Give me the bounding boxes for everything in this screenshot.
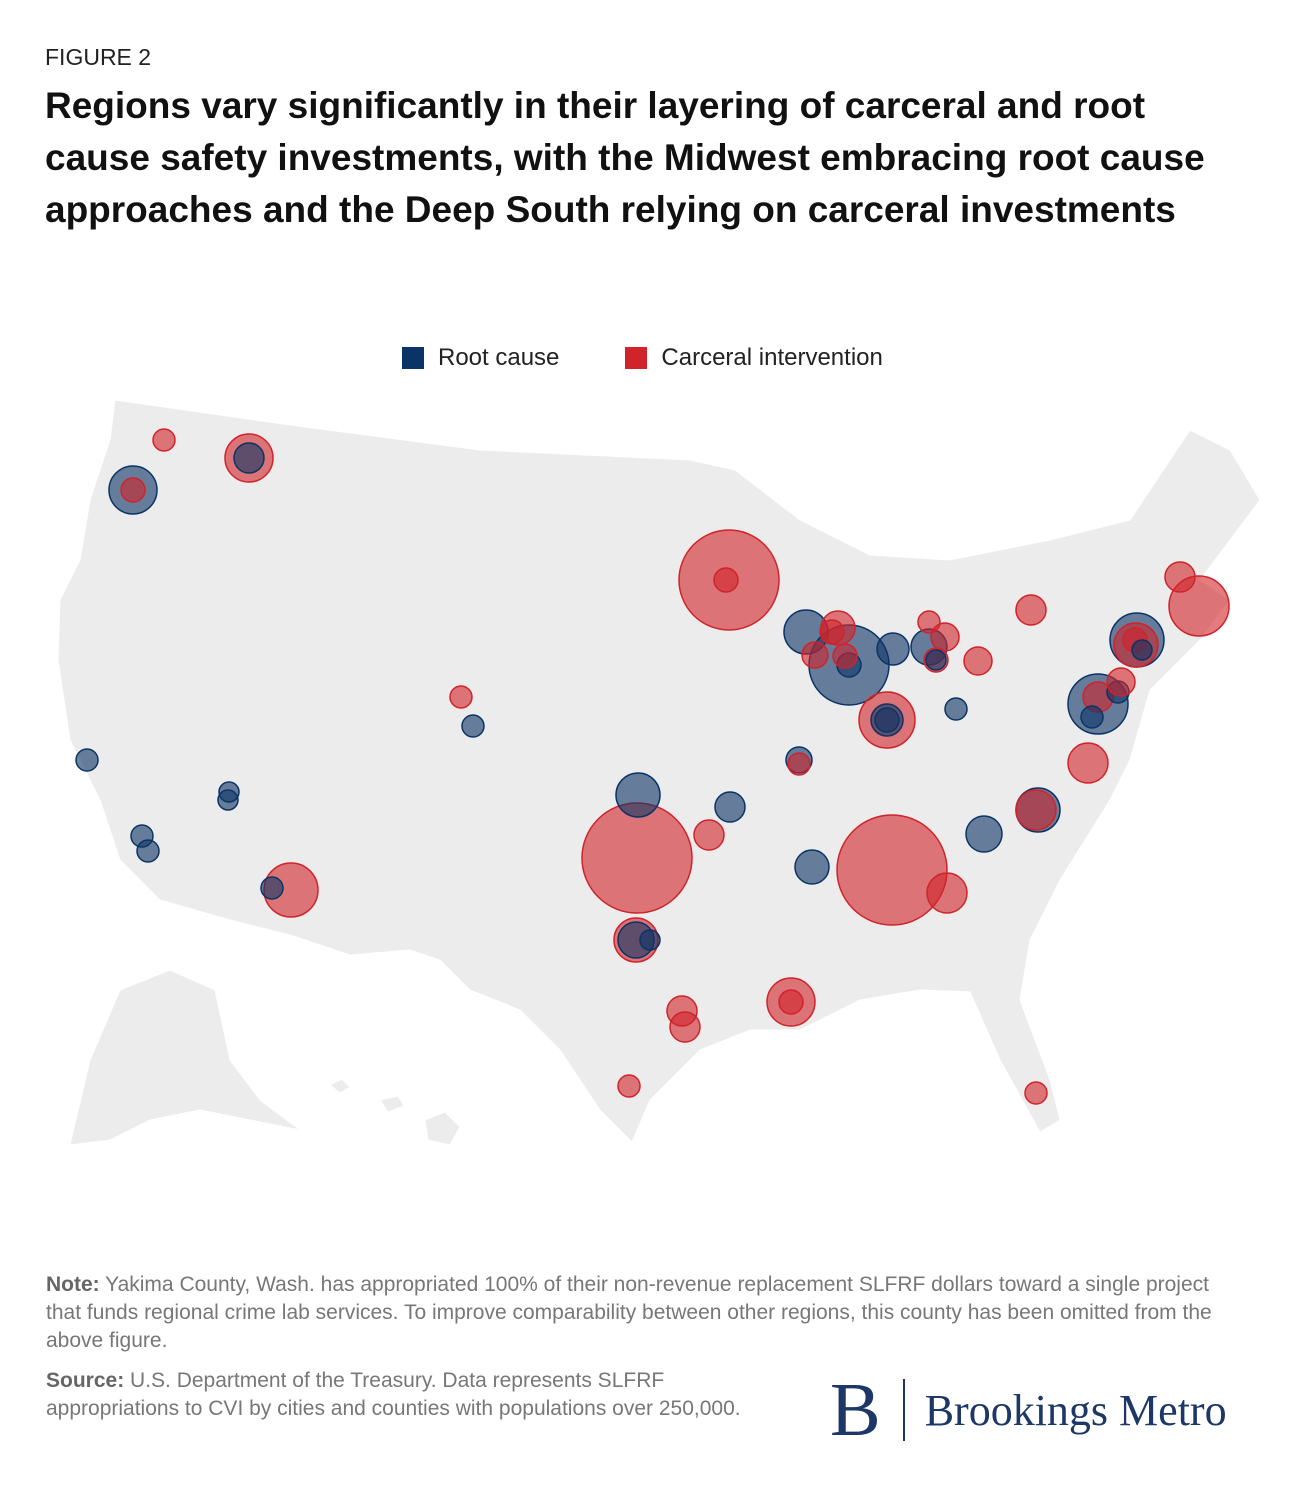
bubble (260, 876, 284, 900)
source: Source: U.S. Department of the Treasury.… (46, 1367, 746, 1423)
bubble (1106, 667, 1136, 697)
bubble (217, 789, 239, 811)
bubble (581, 802, 693, 914)
alaska (69, 969, 301, 1146)
bubble (136, 839, 160, 863)
bubble (819, 619, 845, 645)
note-label: Note: (46, 1273, 100, 1296)
note-text: Yakima County, Wash. has appropriated 10… (46, 1273, 1212, 1352)
logo-separator (902, 1379, 905, 1441)
bubble (965, 815, 1003, 853)
hawaii (329, 1078, 461, 1146)
bubble (925, 649, 947, 671)
logo-text: Brookings Metro (924, 1385, 1227, 1435)
bubble (801, 641, 829, 669)
bubble (75, 748, 99, 772)
bubble (1080, 705, 1104, 729)
bubble (794, 849, 830, 885)
bubble (917, 610, 941, 634)
bubble (944, 697, 968, 721)
bubble (876, 632, 910, 666)
logo-mark: B (830, 1368, 881, 1452)
bubble (713, 567, 739, 593)
land (57, 399, 1261, 1146)
bubble (787, 752, 811, 776)
bubble (615, 772, 661, 818)
legend-swatch (402, 347, 424, 369)
bubble (778, 989, 804, 1015)
us-mainland (57, 399, 1261, 1143)
legend-item: Carceral intervention (625, 344, 883, 372)
bubble (874, 707, 900, 733)
legend-swatch (625, 347, 648, 369)
bubble (1131, 639, 1153, 661)
title: Regions vary significantly in their laye… (45, 85, 1205, 230)
bubble (639, 929, 661, 951)
map (57, 399, 1261, 1146)
bubble (963, 646, 993, 676)
legend-item: Root cause (402, 344, 559, 372)
bubbles (75, 428, 1230, 1105)
bubble (449, 685, 473, 709)
bubble (714, 791, 746, 823)
legend-label: Carceral intervention (661, 344, 883, 371)
bubble (1164, 561, 1196, 593)
bubble (233, 442, 265, 474)
bubble (120, 477, 146, 503)
bubble (926, 872, 968, 914)
legend-label: Root cause (438, 344, 560, 371)
legend: Root cause Carceral intervention (402, 344, 883, 372)
bubble (617, 1074, 641, 1098)
bubble (1024, 1081, 1048, 1105)
note: Note: Yakima County, Wash. has appropria… (46, 1271, 1246, 1355)
logo: B Brookings Metro (830, 1372, 1227, 1448)
bubble (836, 814, 948, 926)
bubble (1067, 742, 1109, 784)
figure-label: FIGURE 2 (45, 44, 152, 70)
bubble (669, 1011, 701, 1043)
bubble (1015, 594, 1047, 626)
source-text: U.S. Department of the Treasury. Data re… (46, 1369, 741, 1420)
source-label: Source: (46, 1369, 125, 1392)
bubble (1015, 789, 1057, 831)
bubble (832, 643, 858, 669)
bubble (152, 428, 176, 452)
bubble (693, 819, 725, 851)
bubble (461, 714, 485, 738)
